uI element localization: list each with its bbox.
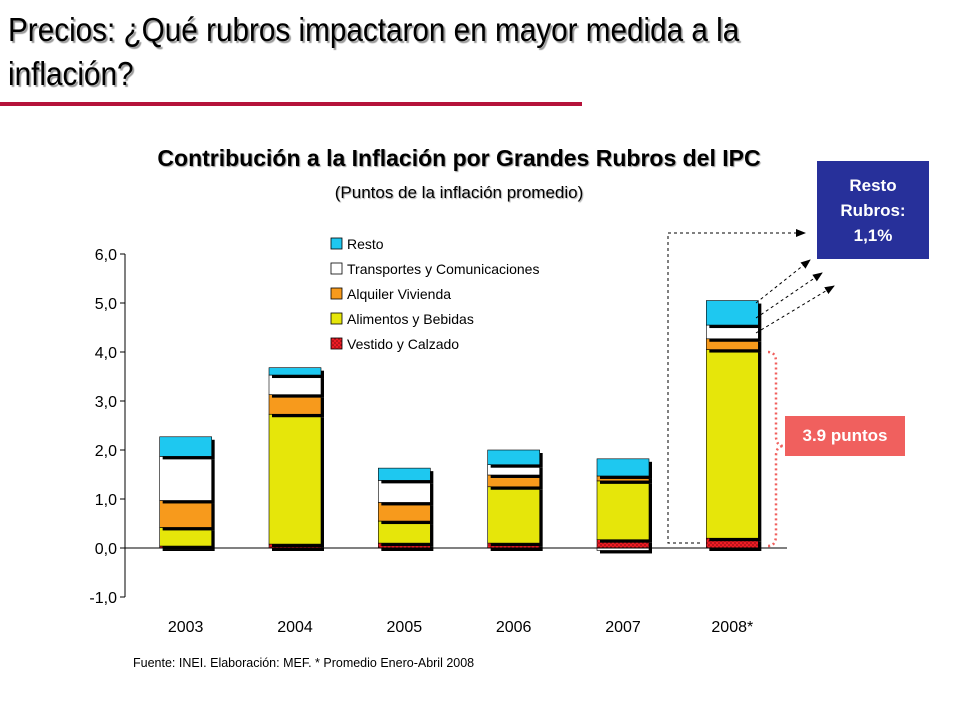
bar-alimentos-y-bebidas-2006: [487, 486, 540, 544]
arrow-line-2: [755, 272, 823, 319]
bar-alimentos-y-bebidas-2008: [706, 349, 759, 539]
x-tick-label: 2003: [168, 619, 204, 636]
legend-swatch-alquiler-vivienda: [330, 287, 343, 300]
arrow-line-1: [755, 259, 811, 304]
brace-line: [767, 350, 785, 548]
y-tick-label: -1,0: [89, 590, 117, 607]
bar-transportes-y-comunicaciones-2005: [378, 480, 431, 503]
bar-alquiler-vivienda-2003: [159, 500, 212, 528]
resto-callout-line: 1,1%: [853, 225, 893, 245]
bar-transportes-y-comunicaciones-2003: [159, 456, 212, 501]
x-tick-label: 2005: [387, 619, 423, 636]
y-tick-label: 0,0: [95, 541, 117, 558]
bar-resto-2004: [268, 367, 322, 376]
bar-shadow: [162, 549, 215, 551]
chart-subtitle: (Puntos de la inflación promedio): [334, 183, 584, 202]
annotation-arrows: [667, 229, 835, 548]
legend-swatch-resto: [330, 237, 343, 250]
y-tick-label: 5,0: [95, 296, 117, 313]
points-callout: 3.9 puntos: [785, 416, 905, 456]
y-tick-label: 6,0: [95, 247, 117, 264]
bracket-line: [667, 229, 806, 544]
chart-legend: Resto Transportes y Comunicaciones Alquile…: [330, 236, 539, 352]
bar-shadow: [490, 546, 543, 551]
bar-resto-2007: [596, 458, 650, 477]
slide-title: Precios: ¿Qué rubros impactaron en mayor…: [8, 11, 740, 92]
resto-callout-line: Rubros:: [840, 200, 906, 220]
title-rule: [0, 102, 582, 106]
legend-label: Alquiler Vivienda: [347, 286, 451, 302]
y-tick-label: 2,0: [95, 443, 117, 460]
bar-shadow: [600, 478, 652, 484]
legend-label: Vestido y Calzado: [347, 336, 459, 352]
chart-title: Contribución a la Inflación por Grandes …: [157, 145, 761, 171]
bar-shadow: [272, 547, 324, 551]
legend-swatch-vestido-y-calzado: [330, 337, 343, 350]
source-note: Fuente: INEI. Elaboración: MEF. * Promed…: [133, 656, 475, 670]
resto-rubros-callout: Resto Rubros: 1,1%: [817, 161, 929, 259]
bar-alimentos-y-bebidas-2004: [268, 413, 322, 545]
bar-resto-2005: [378, 467, 431, 481]
x-tick-label: 2004: [277, 619, 313, 636]
y-tick-label: 1,0: [95, 492, 117, 509]
bar-alimentos-y-bebidas-2005: [378, 520, 431, 544]
bar-resto-2003: [159, 436, 212, 457]
x-tick-label: 2006: [496, 619, 532, 636]
x-tick-label: 2008*: [711, 619, 753, 636]
bar-shadow: [600, 551, 652, 554]
bar-shadow: [381, 546, 434, 551]
y-tick-label: 4,0: [95, 345, 117, 362]
y-tick-label: 3,0: [95, 394, 117, 411]
bar-resto-2006: [487, 449, 540, 465]
legend-swatch-alimentos-y-bebidas: [330, 312, 343, 325]
legend-label: Transportes y Comunicaciones: [347, 261, 539, 277]
legend-label: Resto: [347, 236, 384, 252]
bar-alimentos-y-bebidas-2007: [596, 480, 650, 540]
legend-label: Alimentos y Bebidas: [347, 311, 474, 327]
resto-callout-line: Resto: [849, 175, 897, 195]
bar-resto-2008: [706, 300, 759, 326]
legend-swatch-transportes-y-comunicaciones: [330, 262, 343, 275]
x-tick-label: 2007: [605, 619, 641, 636]
